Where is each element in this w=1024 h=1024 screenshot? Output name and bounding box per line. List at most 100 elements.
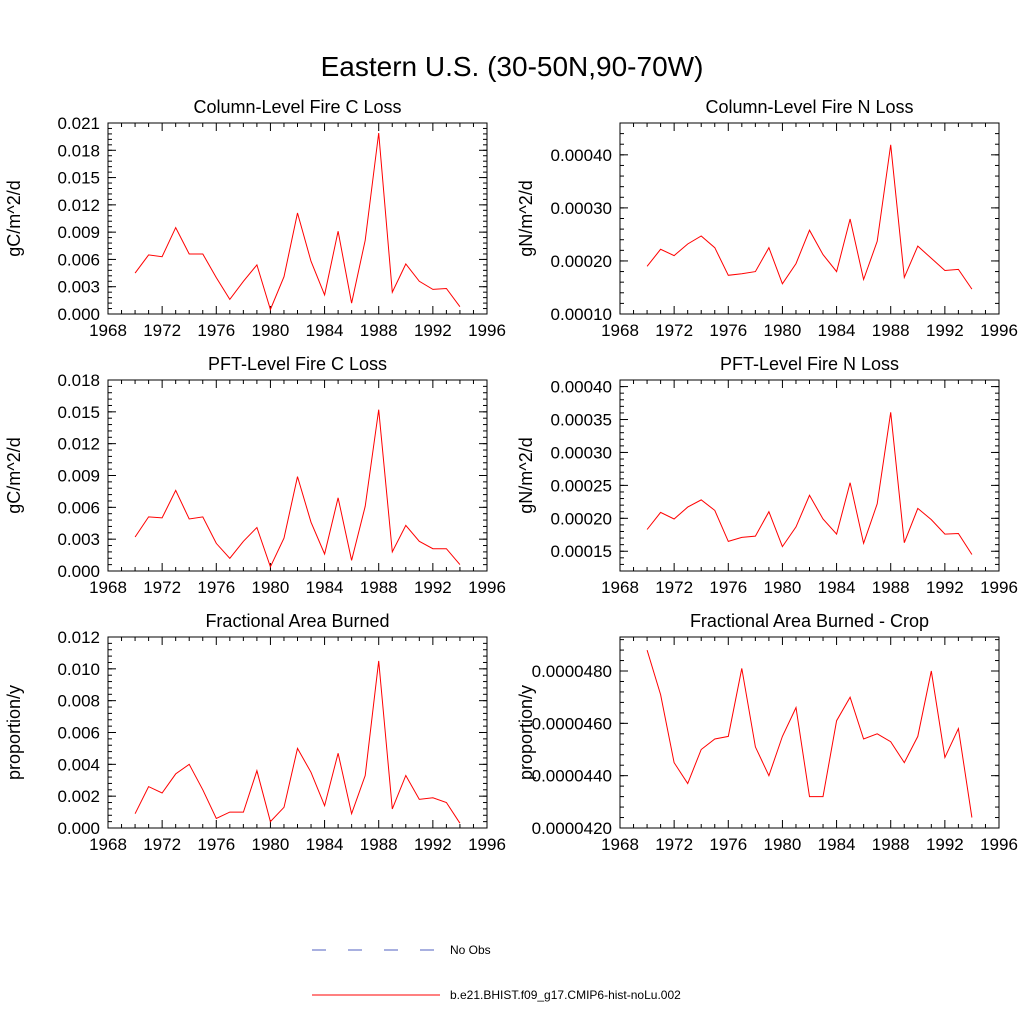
- x-tick-label: 1988: [360, 578, 398, 597]
- y-tick-label: 0.008: [57, 692, 100, 711]
- x-tick-label: 1996: [468, 321, 506, 340]
- panel-title: PFT-Level Fire N Loss: [720, 354, 899, 374]
- x-tick-label: 1976: [197, 321, 235, 340]
- y-tick-label: 0.009: [57, 467, 100, 486]
- x-tick-label: 1976: [197, 578, 235, 597]
- x-tick-label: 1980: [764, 835, 802, 854]
- y-tick-label: 0.006: [57, 498, 100, 517]
- x-tick-label: 1980: [252, 578, 290, 597]
- x-tick-label: 1988: [360, 835, 398, 854]
- x-tick-label: 1976: [709, 578, 747, 597]
- y-axis-label: proportion/y: [516, 685, 536, 780]
- y-tick-label: 0.012: [57, 628, 100, 647]
- y-tick-label: 0.006: [57, 724, 100, 743]
- x-tick-label: 1984: [306, 835, 344, 854]
- y-tick-label: 0.004: [57, 755, 100, 774]
- x-tick-label: 1976: [709, 835, 747, 854]
- y-tick-label: 0.000: [57, 305, 100, 324]
- plot-frame: [619, 122, 1000, 315]
- x-tick-label: 1988: [872, 578, 910, 597]
- x-tick-label: 1996: [980, 578, 1018, 597]
- chart-panel: PFT-Level Fire C Loss gC/m^2/d 1968 1972 197…: [4, 354, 506, 597]
- y-tick-label: 0.000: [57, 819, 100, 838]
- x-tick-label: 1972: [655, 321, 693, 340]
- x-tick-label: 1988: [872, 835, 910, 854]
- y-tick-label: 0.0000480: [532, 662, 612, 681]
- x-tick-label: 1988: [872, 321, 910, 340]
- figure-title: Eastern U.S. (30-50N,90-70W): [321, 51, 704, 82]
- x-tick-label: 1976: [197, 835, 235, 854]
- x-tick-label: 1972: [143, 321, 181, 340]
- series-line: [134, 409, 461, 569]
- x-tick-label: 1968: [89, 835, 127, 854]
- x-tick-label: 1992: [926, 321, 964, 340]
- y-tick-label: 0.015: [57, 403, 100, 422]
- x-tick-label: 1972: [143, 835, 181, 854]
- x-tick-label: 1980: [252, 321, 290, 340]
- y-tick-label: 0.021: [57, 114, 100, 133]
- x-tick-label: 1980: [252, 835, 290, 854]
- x-tick-label: 1988: [360, 321, 398, 340]
- series-line: [646, 649, 973, 818]
- y-axis-label: gN/m^2/d: [516, 437, 536, 513]
- y-axis-label: gC/m^2/d: [4, 180, 24, 256]
- x-tick-label: 1992: [414, 578, 452, 597]
- x-tick-label: 1996: [468, 835, 506, 854]
- plot-frame: [619, 636, 1000, 829]
- panel-title: Column-Level Fire C Loss: [193, 97, 401, 117]
- x-tick-label: 1980: [764, 578, 802, 597]
- x-tick-label: 1984: [306, 578, 344, 597]
- x-tick-label: 1972: [143, 578, 181, 597]
- y-axis-label: gN/m^2/d: [516, 180, 536, 256]
- x-tick-label: 1980: [764, 321, 802, 340]
- x-tick-label: 1984: [818, 835, 856, 854]
- x-tick-label: 1972: [655, 835, 693, 854]
- x-tick-label: 1992: [926, 835, 964, 854]
- y-axis-label: proportion/y: [4, 685, 24, 780]
- x-tick-label: 1992: [414, 835, 452, 854]
- x-tick-label: 1996: [980, 321, 1018, 340]
- x-tick-label: 1992: [414, 321, 452, 340]
- y-tick-label: 0.006: [57, 250, 100, 269]
- chart-panels: Column-Level Fire C Loss gC/m^2/d 1968 1972…: [4, 97, 1018, 854]
- y-tick-label: 0.00035: [551, 411, 612, 430]
- chart-panel: Fractional Area Burned proportion/y 1968 19…: [4, 611, 506, 854]
- y-tick-label: 0.00020: [551, 509, 612, 528]
- x-tick-label: 1968: [601, 321, 639, 340]
- y-tick-label: 0.00030: [551, 443, 612, 462]
- y-tick-label: 0.002: [57, 787, 100, 806]
- chart-panel: PFT-Level Fire N Loss gN/m^2/d 1968 1972 197…: [516, 354, 1018, 597]
- y-tick-label: 0.00030: [551, 199, 612, 218]
- plot-frame: [619, 379, 1000, 572]
- series-line: [646, 412, 973, 555]
- legend-model-label: b.e21.BHIST.f09_g17.CMIP6-hist-noLu.002: [450, 988, 681, 1002]
- y-tick-label: 0.00020: [551, 252, 612, 271]
- plot-frame: [107, 122, 488, 315]
- chart-panel: Fractional Area Burned - Crop proportion/…: [516, 611, 1018, 854]
- x-tick-label: 1984: [818, 578, 856, 597]
- y-tick-label: 0.0000420: [532, 819, 612, 838]
- panel-title: Fractional Area Burned - Crop: [690, 611, 929, 631]
- y-tick-label: 0.015: [57, 169, 100, 188]
- y-tick-label: 0.003: [57, 278, 100, 297]
- y-tick-label: 0.00010: [551, 305, 612, 324]
- x-tick-label: 1976: [709, 321, 747, 340]
- panel-title: Column-Level Fire N Loss: [705, 97, 913, 117]
- x-tick-label: 1984: [306, 321, 344, 340]
- y-tick-label: 0.003: [57, 530, 100, 549]
- y-tick-label: 0.012: [57, 435, 100, 454]
- x-tick-label: 1968: [89, 321, 127, 340]
- series-line: [134, 660, 461, 824]
- chart-panel: Column-Level Fire C Loss gC/m^2/d 1968 1972…: [4, 97, 506, 340]
- x-tick-label: 1968: [89, 578, 127, 597]
- y-tick-label: 0.0000440: [532, 767, 612, 786]
- y-tick-label: 0.009: [57, 223, 100, 242]
- y-tick-label: 0.00025: [551, 476, 612, 495]
- y-tick-label: 0.00040: [551, 146, 612, 165]
- plot-frame: [107, 379, 488, 572]
- x-tick-label: 1968: [601, 835, 639, 854]
- panel-title: PFT-Level Fire C Loss: [208, 354, 387, 374]
- y-tick-label: 0.00040: [551, 378, 612, 397]
- series-line: [646, 144, 973, 290]
